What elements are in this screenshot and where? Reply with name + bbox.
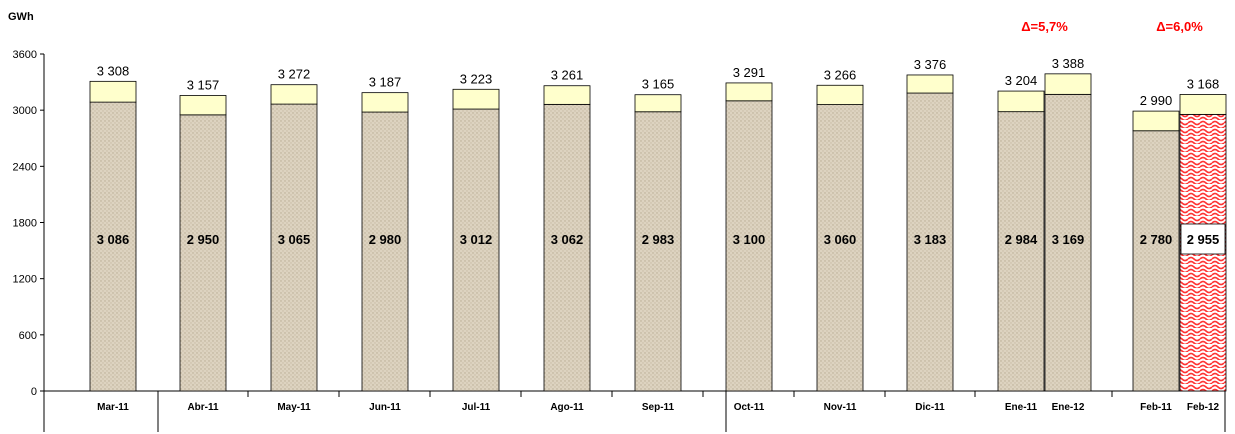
y-tick-label: 0 [31,386,37,398]
bar-base-oct-11 [725,100,773,392]
value-label: 2 984 [1005,232,1038,247]
bar-base-abr-11 [179,114,227,392]
value-label: 3 086 [97,232,130,247]
total-label: 3 291 [733,65,766,80]
bar-base-dic-11 [906,92,954,392]
category-label: Jun-11 [369,402,401,413]
bar-top-mar-11 [89,80,137,103]
value-label: 3 060 [824,232,857,247]
category-label: Dic-11 [915,402,945,413]
value-label: 2 980 [369,232,402,247]
bar-base-ene-12 [1044,93,1092,392]
total-label: 3 261 [551,68,584,83]
bar-top-sep-11 [634,94,682,113]
bar-top-may-11 [270,84,318,105]
total-label: 3 308 [97,63,130,78]
bar-top-abr-11 [179,95,227,116]
category-label: Mar-11 [97,402,129,413]
total-label: 3 187 [369,75,402,90]
value-label: 2 780 [1140,232,1173,247]
category-label: Sep-11 [642,402,675,413]
value-label: 2 983 [642,232,675,247]
bar-top-jun-11 [361,92,409,113]
y-tick-label: 2400 [13,161,37,173]
bar-top-oct-11 [725,82,773,102]
category-label: Oct-11 [734,402,765,413]
bar-top-nov-11 [816,84,864,105]
value-label: 2 955 [1187,232,1220,247]
category-label: Ene-12 [1052,402,1085,413]
category-label: Ago-11 [550,402,584,413]
category-label: Ene-11 [1005,402,1038,413]
y-tick-label: 600 [19,330,37,342]
bar-base-mar-11 [89,101,137,392]
category-label: Abr-11 [187,402,219,413]
bar-base-may-11 [270,103,318,392]
category-label: Jul-11 [462,402,491,413]
value-label: 3 183 [914,232,947,247]
total-label: 3 376 [914,57,947,72]
total-label: 3 272 [278,67,311,82]
bar-top-feb-11 [1132,110,1180,132]
value-label: 3 065 [278,232,311,247]
bar-top-ene-12 [1044,73,1092,95]
value-label: 2 950 [187,232,220,247]
bar-base-sep-11 [634,111,682,392]
bar-top-ago-11 [543,85,591,105]
y-tick-label: 1800 [13,218,37,230]
value-label: 3 062 [551,232,584,247]
y-axis-unit: GWh [8,11,34,23]
y-tick-label: 1200 [13,274,37,286]
total-label: 3 223 [460,71,493,86]
category-label: Feb-12 [1187,402,1220,413]
bar-base-ene-11 [997,111,1045,392]
total-label: 3 388 [1052,56,1085,71]
category-label: Feb-11 [1140,402,1172,413]
highlight-label-box [1180,223,1226,255]
total-label: 3 266 [824,67,857,82]
y-tick-label: 3000 [13,105,37,117]
bar-base-nov-11 [816,104,864,392]
bar-base-jul-11 [452,108,500,392]
value-label: 3 012 [460,232,493,247]
delta-annotation: Δ=5,7% [1021,19,1068,34]
total-label: 3 157 [187,77,220,92]
bar-base-jun-11 [361,111,409,392]
delta-annotation: Δ=6,0% [1156,19,1203,34]
bar-top-dic-11 [906,74,954,94]
y-tick-label: 3600 [13,49,37,61]
value-label: 3 169 [1052,232,1085,247]
bar-base-ago-11 [543,103,591,392]
bar-top-feb-12 [1179,94,1227,115]
total-label: 3 204 [1005,73,1038,88]
total-label: 3 165 [642,77,675,92]
total-label: 2 990 [1140,93,1173,108]
category-label: Nov-11 [824,402,857,413]
category-label: May-11 [277,402,311,413]
bar-top-ene-11 [997,90,1045,113]
bar-base-feb-11 [1132,130,1180,392]
bar-top-jul-11 [452,88,500,110]
total-label: 3 168 [1187,76,1220,91]
value-label: 3 100 [733,232,766,247]
